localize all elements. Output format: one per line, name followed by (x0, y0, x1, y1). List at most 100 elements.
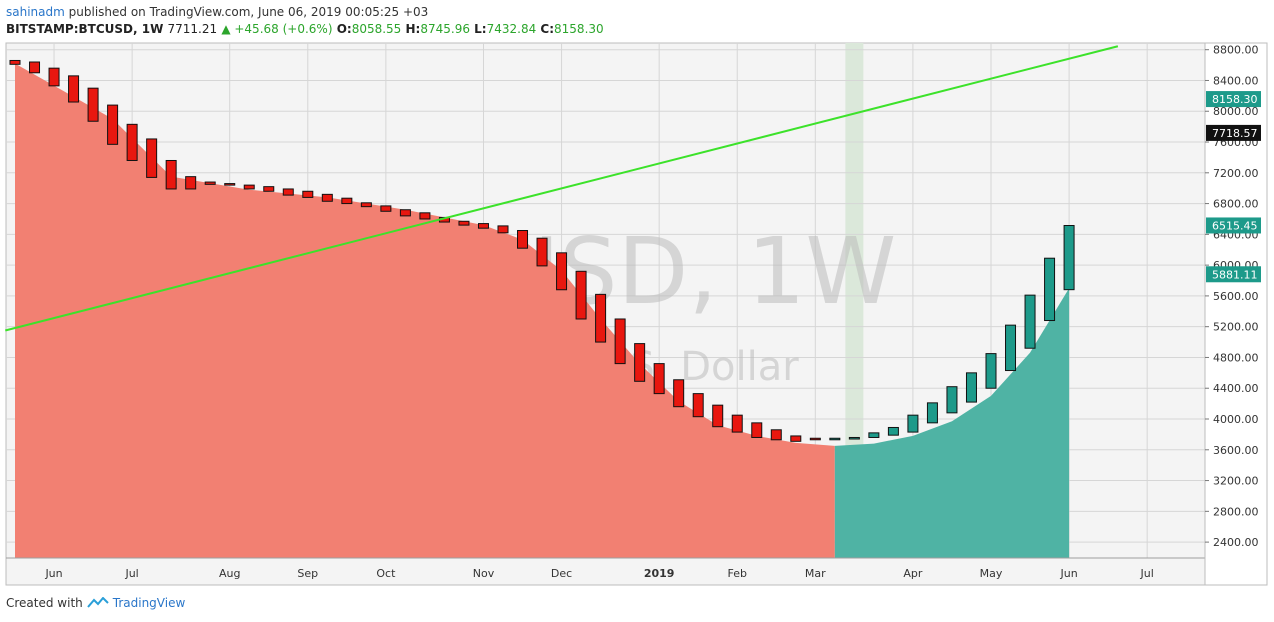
bear-candle[interactable] (321, 193, 333, 202)
y-tick-label: 5200.00 (1213, 321, 1259, 334)
y-tick-label: 2400.00 (1213, 536, 1259, 549)
bear-candle[interactable] (575, 270, 587, 320)
bull-candle[interactable] (1063, 225, 1075, 291)
price-change: ▲ +45.68 (+0.6%) (221, 22, 333, 36)
bear-candle[interactable] (731, 414, 743, 433)
bear-candle[interactable] (48, 67, 60, 87)
bear-candle[interactable] (595, 293, 607, 343)
created-with-text: Created with (6, 596, 83, 610)
last-price: 7711.21 (167, 22, 218, 36)
bear-candle[interactable] (770, 429, 782, 441)
bear-candle[interactable] (146, 138, 158, 178)
y-tick-label: 8400.00 (1213, 74, 1259, 87)
bear-candle[interactable] (263, 186, 275, 192)
bear-candle[interactable] (107, 104, 119, 145)
bear-candle[interactable] (673, 379, 685, 408)
x-tick-label: Sep (297, 567, 318, 580)
bear-candle[interactable] (243, 184, 255, 190)
price-label-box (1206, 91, 1261, 108)
bull-candle[interactable] (965, 372, 977, 403)
y-tick-label: 4800.00 (1213, 351, 1259, 364)
chart-header: sahinadm published on TradingView.com, J… (6, 4, 604, 38)
y-tick-label: 2800.00 (1213, 505, 1259, 518)
symbol-label: BITSTAMP:BTCUSD, 1W (6, 22, 164, 36)
y-tick-label: 8000.00 (1213, 105, 1259, 118)
x-tick-label: 2019 (644, 567, 675, 580)
trend-line[interactable] (4, 45, 1119, 332)
close-value: 8158.30 (554, 22, 604, 36)
bear-candle[interactable] (634, 343, 646, 382)
x-tick-label: Jul (124, 567, 138, 580)
bear-candle[interactable] (692, 393, 704, 418)
bear-candle[interactable] (29, 61, 41, 74)
bear-candle[interactable] (185, 176, 197, 190)
bear-candle[interactable] (380, 205, 392, 212)
highlight-band (845, 43, 864, 558)
bear-candle[interactable] (809, 437, 821, 441)
low-label: L: (474, 22, 487, 36)
bear-candle[interactable] (360, 202, 372, 208)
tradingview-brand[interactable]: TradingView (112, 596, 186, 610)
y-tick-label: 4400.00 (1213, 382, 1259, 395)
bear-candle[interactable] (224, 183, 236, 186)
bear-area (15, 63, 835, 558)
bear-candle[interactable] (751, 422, 763, 438)
bear-candle[interactable] (399, 209, 411, 217)
bear-candle[interactable] (458, 220, 470, 226)
bull-candle[interactable] (1024, 294, 1036, 349)
bear-candle[interactable] (68, 75, 80, 103)
bull-candle[interactable] (985, 353, 997, 389)
bear-candle[interactable] (536, 237, 548, 267)
bear-candle[interactable] (126, 123, 138, 161)
bull-candle[interactable] (946, 386, 958, 414)
tradingview-logo-icon (87, 597, 109, 608)
x-tick-label: Nov (473, 567, 495, 580)
bull-candle[interactable] (926, 402, 938, 424)
bear-candle[interactable] (87, 87, 99, 122)
publish-text: published on TradingView.com, June 06, 2… (68, 5, 429, 19)
bull-candle[interactable] (907, 414, 919, 433)
footer: Created with TradingView (6, 596, 185, 610)
bear-candle[interactable] (165, 159, 177, 190)
author-link[interactable]: sahinadm (6, 5, 65, 19)
bull-candle[interactable] (1044, 257, 1056, 322)
bear-candle[interactable] (497, 225, 509, 234)
high-label: H: (405, 22, 421, 36)
y-tick-label: 3200.00 (1213, 475, 1259, 488)
y-tick-label: 6800.00 (1213, 198, 1259, 211)
x-tick-label: Dec (551, 567, 572, 580)
price-label: 5881.11 (1212, 268, 1258, 281)
bear-candle[interactable] (477, 223, 489, 229)
bear-candle[interactable] (302, 190, 314, 198)
bull-candle[interactable] (868, 432, 880, 438)
price-scale[interactable] (1204, 42, 1268, 586)
x-tick-label: Jun (44, 567, 62, 580)
bear-candle[interactable] (419, 212, 431, 220)
bull-candle[interactable] (1005, 324, 1017, 372)
x-tick-label: Oct (376, 567, 396, 580)
bear-candle[interactable] (282, 188, 294, 196)
bull-candle[interactable] (848, 436, 860, 440)
bear-candle[interactable] (341, 197, 353, 205)
bull-candle[interactable] (829, 437, 841, 441)
bear-candle[interactable] (517, 230, 529, 249)
bear-candle[interactable] (556, 252, 568, 291)
bear-candle[interactable] (9, 59, 21, 65)
ohlc-line: BITSTAMP:BTCUSD, 1W 7711.21 ▲ +45.68 (+0… (6, 21, 604, 38)
bear-candle[interactable] (653, 363, 665, 395)
bear-candle[interactable] (614, 318, 626, 365)
open-label: O: (336, 22, 352, 36)
bear-candle[interactable] (204, 181, 216, 185)
x-tick-label: Apr (903, 567, 923, 580)
bear-candle[interactable] (712, 404, 724, 428)
high-value: 8745.96 (420, 22, 470, 36)
x-tick-label: Aug (219, 567, 240, 580)
bull-candle[interactable] (887, 426, 899, 436)
x-tick-label: May (980, 567, 1003, 580)
price-label: 7718.57 (1212, 127, 1258, 140)
price-label-box (1206, 217, 1261, 234)
bull-area (834, 288, 1070, 558)
bear-candle[interactable] (790, 435, 802, 442)
y-tick-label: 7200.00 (1213, 167, 1259, 180)
